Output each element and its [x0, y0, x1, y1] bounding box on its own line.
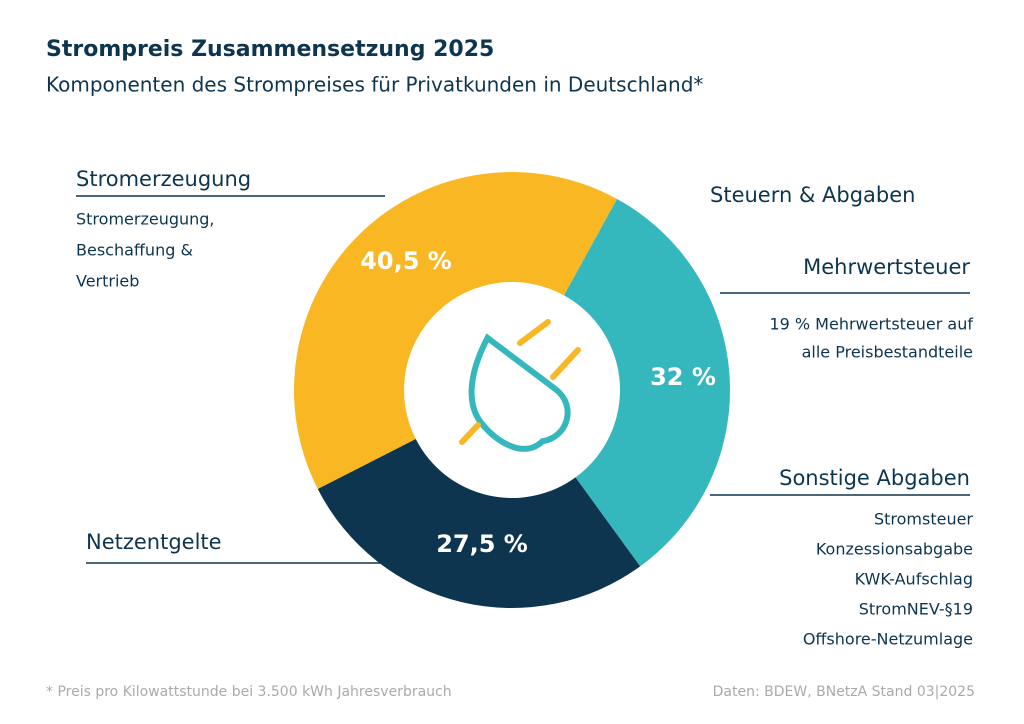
chart-title: Strompreis Zusammensetzung 2025	[46, 37, 494, 62]
component-detail: 19 % Mehrwertsteuer auf	[769, 315, 973, 334]
slice	[294, 172, 618, 489]
category-detail: Beschaffung &	[76, 241, 193, 260]
component-detail: Konzessionsabgabe	[816, 540, 973, 559]
value-label: 27,5 %	[436, 530, 528, 558]
component-label: Sonstige Abgaben	[779, 466, 970, 490]
category-label: Steuern & Abgaben	[710, 183, 915, 207]
value-label: 32 %	[650, 363, 716, 391]
component-detail: alle Preisbestandteile	[802, 343, 973, 362]
value-label: 40,5 %	[360, 247, 452, 275]
chart-subtitle: Komponenten des Strompreises für Privatk…	[46, 73, 703, 97]
donut	[294, 172, 730, 608]
component-detail: Offshore-Netzumlage	[803, 630, 973, 649]
source: Daten: BDEW, BNetzA Stand 03|2025	[713, 684, 975, 700]
footnote: * Preis pro Kilowattstunde bei 3.500 kWh…	[46, 684, 452, 700]
category-detail: Vertrieb	[76, 272, 139, 291]
component-detail: Stromsteuer	[874, 510, 973, 529]
category-label: Netzentgelte	[86, 530, 222, 554]
plug-icon	[459, 319, 581, 452]
component-detail: KWK-Aufschlag	[855, 570, 973, 589]
slice	[317, 439, 641, 608]
slice	[564, 198, 730, 567]
category-label: Stromerzeugung	[76, 167, 251, 191]
category-detail: Stromerzeugung,	[76, 210, 215, 229]
component-detail: StromNEV-§19	[859, 600, 973, 619]
component-label: Mehrwertsteuer	[803, 255, 970, 279]
